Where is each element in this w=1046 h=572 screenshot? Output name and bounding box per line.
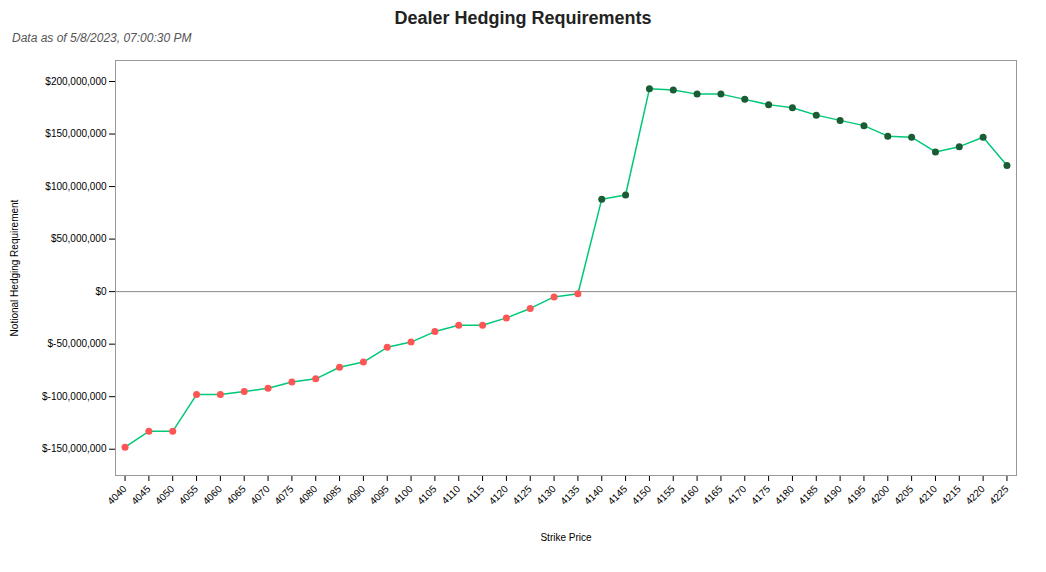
svg-text:4120: 4120 <box>487 483 511 507</box>
svg-text:4060: 4060 <box>201 483 225 507</box>
svg-text:4100: 4100 <box>391 483 415 507</box>
svg-text:$150,000,000: $150,000,000 <box>45 128 107 139</box>
svg-text:4205: 4205 <box>892 483 916 507</box>
svg-text:$200,000,000: $200,000,000 <box>45 76 107 87</box>
svg-text:4045: 4045 <box>129 483 153 507</box>
svg-text:$0: $0 <box>95 286 107 297</box>
svg-text:4140: 4140 <box>582 483 606 507</box>
svg-text:4210: 4210 <box>916 483 940 507</box>
svg-text:4130: 4130 <box>534 483 558 507</box>
html-text:Data as of 5/8/2023, 07:00:30: Data as of 5/8/2023, 07:00:30 PM <box>12 31 192 45</box>
svg-text:4105: 4105 <box>415 483 439 507</box>
svg-text:4115: 4115 <box>463 483 486 506</box>
svg-text:4195: 4195 <box>844 483 868 507</box>
svg-text:4215: 4215 <box>939 483 963 507</box>
html-text:Dealer Hedging Requirements: Dealer Hedging Requirements <box>394 8 652 28</box>
svg-text:4165: 4165 <box>701 483 725 507</box>
svg-text:4145: 4145 <box>606 483 630 507</box>
svg-text:4085: 4085 <box>320 483 344 507</box>
svg-text:4070: 4070 <box>248 483 272 507</box>
svg-text:4180: 4180 <box>773 483 797 507</box>
svg-text:4155: 4155 <box>653 483 677 507</box>
svg-text:4160: 4160 <box>677 483 701 507</box>
svg-text:4185: 4185 <box>796 483 820 507</box>
svg-text:4050: 4050 <box>153 483 177 507</box>
svg-text:4220: 4220 <box>963 483 987 507</box>
svg-text:Strike Price: Strike Price <box>540 532 592 543</box>
svg-text:4095: 4095 <box>367 483 391 507</box>
svg-text:4055: 4055 <box>177 483 201 507</box>
svg-text:Notional Hedging Requirement: Notional Hedging Requirement <box>9 199 20 336</box>
svg-text:$50,000,000: $50,000,000 <box>51 233 107 244</box>
svg-text:4200: 4200 <box>868 483 892 507</box>
svg-text:4075: 4075 <box>272 483 296 507</box>
svg-text:4225: 4225 <box>987 483 1011 507</box>
svg-text:4125: 4125 <box>510 483 534 507</box>
svg-text:4135: 4135 <box>558 483 582 507</box>
svg-text:$-150,000,000: $-150,000,000 <box>42 443 107 454</box>
svg-text:$-50,000,000: $-50,000,000 <box>48 338 107 349</box>
svg-text:4175: 4175 <box>749 483 773 507</box>
svg-text:4080: 4080 <box>296 483 320 507</box>
svg-text:4065: 4065 <box>224 483 248 507</box>
svg-text:4190: 4190 <box>820 483 844 507</box>
svg-text:4170: 4170 <box>725 483 749 507</box>
svg-text:4040: 4040 <box>105 483 129 507</box>
svg-text:4110: 4110 <box>439 483 462 506</box>
svg-text:4150: 4150 <box>630 483 654 507</box>
svg-text:$100,000,000: $100,000,000 <box>45 181 107 192</box>
svg-text:4090: 4090 <box>344 483 368 507</box>
svg-text:$-100,000,000: $-100,000,000 <box>42 391 107 402</box>
